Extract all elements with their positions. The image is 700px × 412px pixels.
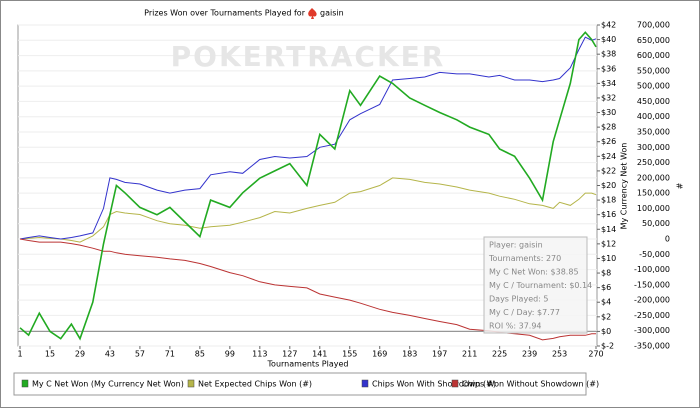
legend-swatch [187, 379, 195, 388]
x-tick-label: 1 [17, 350, 22, 359]
y-tick-label: $26 [601, 137, 616, 146]
y2-axis-label: # [676, 182, 685, 189]
info-line: Tournaments: 270 [488, 254, 561, 263]
x-tick-label: 169 [372, 350, 387, 359]
x-tick-label: 29 [75, 350, 85, 359]
x-tick-label: 57 [135, 350, 145, 359]
y2-tick-label: 0 [665, 235, 670, 244]
y2-tick-label: 300,000 [637, 143, 670, 152]
y-tick-label: $10 [601, 254, 616, 263]
x-tick-label: 225 [492, 350, 507, 359]
y-tick-label: $42 [601, 21, 616, 30]
legend-swatch [361, 379, 369, 388]
y2-tick-label: 700,000 [637, 21, 670, 30]
y-tick-label: $32 [601, 93, 616, 102]
x-axis-label: Tournaments Played [267, 360, 349, 369]
legend-label: My C Net Won (My Currency Net Won) [32, 380, 184, 389]
y-tick-label: $16 [601, 210, 616, 219]
y-tick-label: $8 [601, 269, 611, 278]
series-line [19, 177, 597, 243]
y2-tick-label: -50,000 [639, 250, 670, 259]
y-tick-label: $34 [601, 79, 616, 88]
y-tick-label: $20 [601, 181, 616, 190]
y-tick-label: $0 [601, 327, 611, 336]
y2-tick-label: -300,000 [634, 326, 670, 335]
info-line: My C Net Won: $38.85 [489, 268, 579, 277]
y-tick-label: $18 [601, 196, 616, 205]
series-line [19, 31, 597, 341]
x-tick-label: 99 [225, 350, 235, 359]
y2-tick-label: -200,000 [634, 296, 670, 305]
y2-tick-label: 100,000 [637, 204, 670, 213]
y-tick-label: $38 [601, 50, 616, 59]
info-line: ROI %: 37.94 [489, 322, 542, 331]
x-tick-label: 253 [552, 350, 567, 359]
y2-tick-label: 200,000 [637, 173, 670, 182]
info-line: My C / Tournament: $0.14 [489, 281, 592, 290]
y-tick-label: $24 [601, 152, 616, 161]
series-line [19, 238, 596, 341]
legend-swatch [451, 379, 459, 388]
info-line: Player: gaisin [489, 241, 543, 250]
y-axis-label: My Currency Net Won [620, 143, 629, 230]
legend-label: Chips Won Without Showdown (#) [462, 380, 599, 389]
player-icon [308, 8, 317, 19]
x-tick-label: 155 [342, 350, 357, 359]
x-tick-label: 43 [105, 350, 115, 359]
y2-tick-label: 600,000 [637, 51, 670, 60]
x-tick-label: 183 [402, 350, 417, 359]
x-tick-label: 85 [195, 350, 205, 359]
y2-tick-label: 500,000 [637, 82, 670, 91]
legend-label: Chips Won With Showdown (#) [372, 380, 496, 389]
y-tick-label: $-2 [601, 342, 614, 351]
x-tick-label: 113 [252, 350, 267, 359]
chart-title: Prizes Won over Tournaments Played for [144, 9, 306, 18]
info-box-bg [483, 236, 588, 334]
y-tick-label: $12 [601, 239, 616, 248]
info-line: Days Played: 5 [489, 295, 549, 304]
y2-tick-label: 450,000 [637, 97, 670, 106]
y2-tick-label: 550,000 [637, 66, 670, 75]
y2-tick-label: 250,000 [637, 158, 670, 167]
x-tick-label: 15 [45, 350, 55, 359]
x-tick-label: 270 [588, 350, 603, 359]
x-tick-label: 211 [462, 350, 477, 359]
legend [13, 372, 587, 396]
x-tick-label: 197 [432, 350, 447, 359]
series-line [19, 36, 597, 240]
y-tick-label: $28 [601, 123, 616, 132]
y2-tick-label: 400,000 [637, 112, 670, 121]
y2-tick-label: -250,000 [634, 311, 670, 320]
y-tick-label: $2 [601, 312, 611, 321]
y-tick-label: $6 [601, 283, 611, 292]
y2-tick-label: 350,000 [637, 128, 670, 137]
player-name: gaisin [320, 9, 344, 18]
y-tick-label: $36 [601, 64, 616, 73]
x-tick-label: 239 [522, 350, 537, 359]
y2-tick-label: -350,000 [634, 342, 670, 351]
x-tick-label: 127 [282, 350, 297, 359]
y2-tick-label: 650,000 [637, 36, 670, 45]
y-tick-label: $22 [601, 166, 616, 175]
y2-tick-label: -150,000 [634, 280, 670, 289]
y-tick-label: $40 [601, 35, 616, 44]
y2-tick-label: -100,000 [634, 265, 670, 274]
info-line: My C / Day: $7.77 [489, 308, 560, 317]
x-tick-label: 141 [312, 350, 327, 359]
info-box: Player: gaisin Tournaments: 270 My C Net W… [483, 236, 592, 334]
legend-label: Net Expected Chips Won (#) [198, 380, 312, 389]
x-tick-label: 71 [165, 350, 175, 359]
legend-swatch [21, 379, 29, 388]
y2-tick-label: 50,000 [642, 219, 670, 228]
y-tick-label: $14 [601, 225, 616, 234]
watermark: POKERTRACKER [171, 40, 446, 73]
y-tick-label: $30 [601, 108, 616, 117]
y2-tick-label: 150,000 [637, 189, 670, 198]
y-tick-label: $4 [601, 298, 611, 307]
